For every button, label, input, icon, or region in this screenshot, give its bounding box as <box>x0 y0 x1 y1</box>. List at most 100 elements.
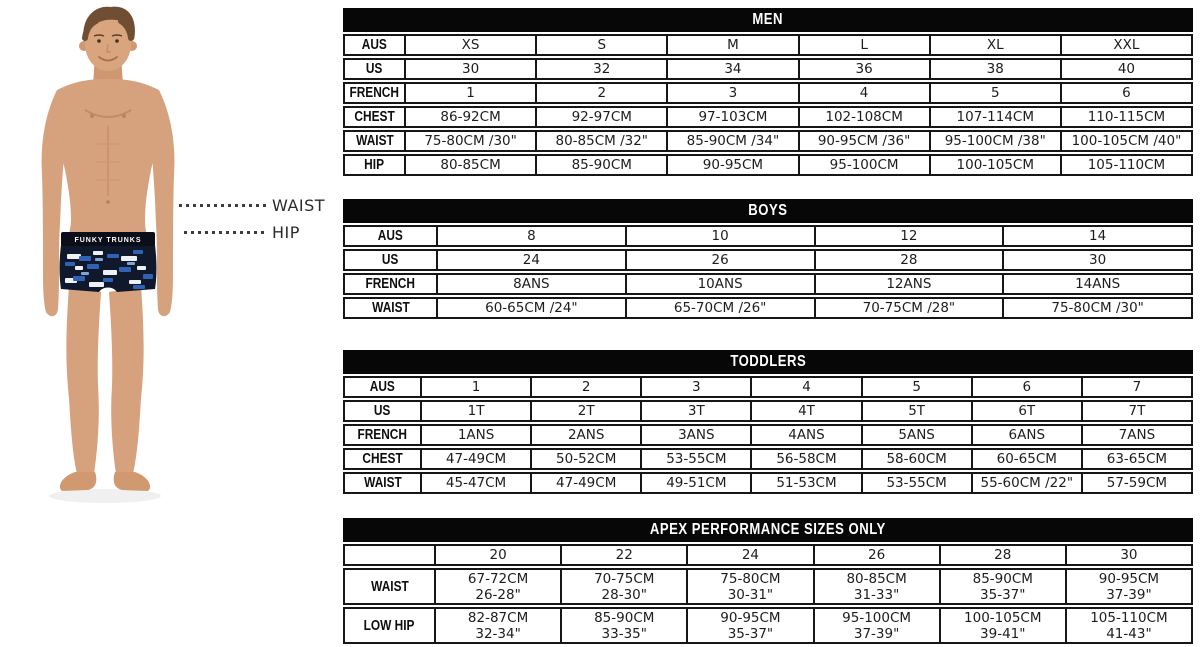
table-cell: 4T <box>750 402 860 420</box>
table-cell: M <box>666 36 797 54</box>
model-nipple-right <box>122 114 126 118</box>
table-cell: 24 <box>686 546 812 564</box>
table-cell: 2 <box>530 378 640 396</box>
row-label-text: CHEST <box>354 109 395 125</box>
table-cell: 30 <box>1064 546 1191 564</box>
table-cell: 38 <box>928 60 1060 78</box>
table-cell: 1 <box>404 84 535 102</box>
size-table-boys: BOYS AUS 8 10 12 14 US 24 26 28 30 FRENCH 8ANS 10ANS 1… <box>343 199 1193 319</box>
table-row: WAIST 60-65CM /24" 65-70CM /26" 70-75CM /28… <box>343 297 1193 319</box>
table-cell: XL <box>928 36 1060 54</box>
model-right-arm <box>150 90 175 317</box>
row-label: WAIST <box>345 570 434 603</box>
male-model-illustration: FUNKY TRUNKS <box>41 6 175 503</box>
model-left-arm <box>41 90 66 317</box>
table-cell: 3 <box>666 84 797 102</box>
row-label-text: WAIST <box>371 300 410 316</box>
row-label-text: CHEST <box>362 451 403 467</box>
trunks-brand-text: FUNKY TRUNKS <box>74 237 141 244</box>
table-row: US 30 32 34 36 38 40 <box>343 58 1193 80</box>
table-cell: 5ANS <box>860 426 971 444</box>
model-hair-side2 <box>118 18 134 41</box>
table-cell: 20 <box>434 546 560 564</box>
table-cell: 80-85CM /32" <box>535 132 666 150</box>
table-cell: 1 <box>420 378 530 396</box>
size-table-toddlers: TODDLERS AUS 1 2 3 4 5 6 7 US 1T 2T 3T 4T 5T 6T 7T FRENCH… <box>343 350 1193 494</box>
row-label: AUS <box>345 378 420 396</box>
table-cell: 3ANS <box>640 426 750 444</box>
row-label-text: US <box>374 403 391 419</box>
table-cell: 50-52CM <box>530 450 640 468</box>
table-cell: 95-100CM 37-39" <box>812 609 939 642</box>
table-row: AUS XS S M L XL XXL <box>343 34 1193 56</box>
row-label: FRENCH <box>345 426 420 444</box>
table-cell: 90-95CM 35-37" <box>686 609 812 642</box>
table-title: MEN <box>752 11 784 28</box>
table-row: WAIST 75-80CM /30" 80-85CM /32" 85-90CM /34… <box>343 130 1193 152</box>
table-cell: 92-97CM <box>535 108 666 126</box>
row-label: US <box>345 60 404 78</box>
hip-pointer-line <box>184 231 267 234</box>
row-label-text: WAIST <box>370 578 409 595</box>
row-label <box>345 546 434 564</box>
model-nose <box>106 43 111 53</box>
model-right-leg <box>109 286 144 474</box>
table-cell: 58-60CM <box>860 450 971 468</box>
table-cell: 75-80CM /30" <box>404 132 535 150</box>
row-label: CHEST <box>345 450 420 468</box>
row-label: WAIST <box>345 299 436 317</box>
table-cell: 90-95CM <box>666 156 797 174</box>
table-cell: 85-90CM 35-37" <box>938 570 1065 603</box>
model-brows <box>93 34 123 37</box>
table-cell: 2T <box>530 402 640 420</box>
table-cell: 110-115CM <box>1059 108 1191 126</box>
table-cell: 47-49CM <box>420 450 530 468</box>
model-navel <box>106 200 110 204</box>
row-label-text: US <box>382 252 399 268</box>
table-cell: 45-47CM <box>420 474 530 492</box>
size-table-men: MEN AUS XS S M L XL XXL US 30 32 34 36 38 40 FRENCH 1 2 3 4… <box>343 8 1193 176</box>
table-header: BOYS <box>343 199 1193 223</box>
model-chest-line <box>84 109 132 118</box>
table-cell: 3T <box>640 402 750 420</box>
table-cell: 4 <box>797 84 929 102</box>
table-cell: 7T <box>1080 402 1191 420</box>
table-cell: 80-85CM 31-33" <box>812 570 939 603</box>
table-row: WAIST 67-72CM 26-28" 70-75CM 28-30" 75-80CM… <box>343 568 1193 605</box>
table-cell: 100-105CM <box>928 156 1060 174</box>
model-left-leg <box>66 286 101 474</box>
table-cell: 51-53CM <box>750 474 860 492</box>
table-row: LOW HIP 82-87CM 32-34" 85-90CM 33-35" 90-95… <box>343 607 1193 644</box>
row-label: AUS <box>345 36 404 54</box>
table-cell: 10ANS <box>624 275 814 293</box>
table-row: FRENCH 1ANS 2ANS 3ANS 4ANS 5ANS 6ANS 7ANS <box>343 424 1193 446</box>
table-row: FRENCH 8ANS 10ANS 12ANS 14ANS <box>343 273 1193 295</box>
table-cell: 70-75CM /28" <box>813 299 1003 317</box>
table-cell: 2ANS <box>530 426 640 444</box>
table-cell: XXL <box>1059 36 1191 54</box>
table-cell: 57-59CM <box>1080 474 1191 492</box>
table-cell: 28 <box>938 546 1065 564</box>
row-label: WAIST <box>345 474 420 492</box>
table-cell: 6ANS <box>970 426 1081 444</box>
table-cell: 30 <box>404 60 535 78</box>
table-cell: 2 <box>535 84 666 102</box>
table-cell: 75-80CM /30" <box>1002 299 1191 317</box>
row-label-text: WAIST <box>363 475 402 491</box>
table-cell: 10 <box>624 227 814 245</box>
row-label: AUS <box>345 227 436 245</box>
table-header: APEX PERFORMANCE SIZES ONLY <box>343 518 1193 542</box>
table-cell: 3 <box>640 378 750 396</box>
table-cell: 95-100CM <box>797 156 929 174</box>
table-cell: 60-65CM /24" <box>436 299 625 317</box>
table-cell: 32 <box>535 60 666 78</box>
table-cell: 85-90CM /34" <box>666 132 797 150</box>
table-row: CHEST 86-92CM 92-97CM 97-103CM 102-108CM 107-… <box>343 106 1193 128</box>
table-cell: 90-95CM 37-39" <box>1064 570 1191 603</box>
table-cell: 26 <box>812 546 939 564</box>
model-left-foot <box>59 472 97 491</box>
row-label-text: WAIST <box>355 133 394 149</box>
table-cell: 8 <box>436 227 625 245</box>
table-cell: 40 <box>1059 60 1191 78</box>
